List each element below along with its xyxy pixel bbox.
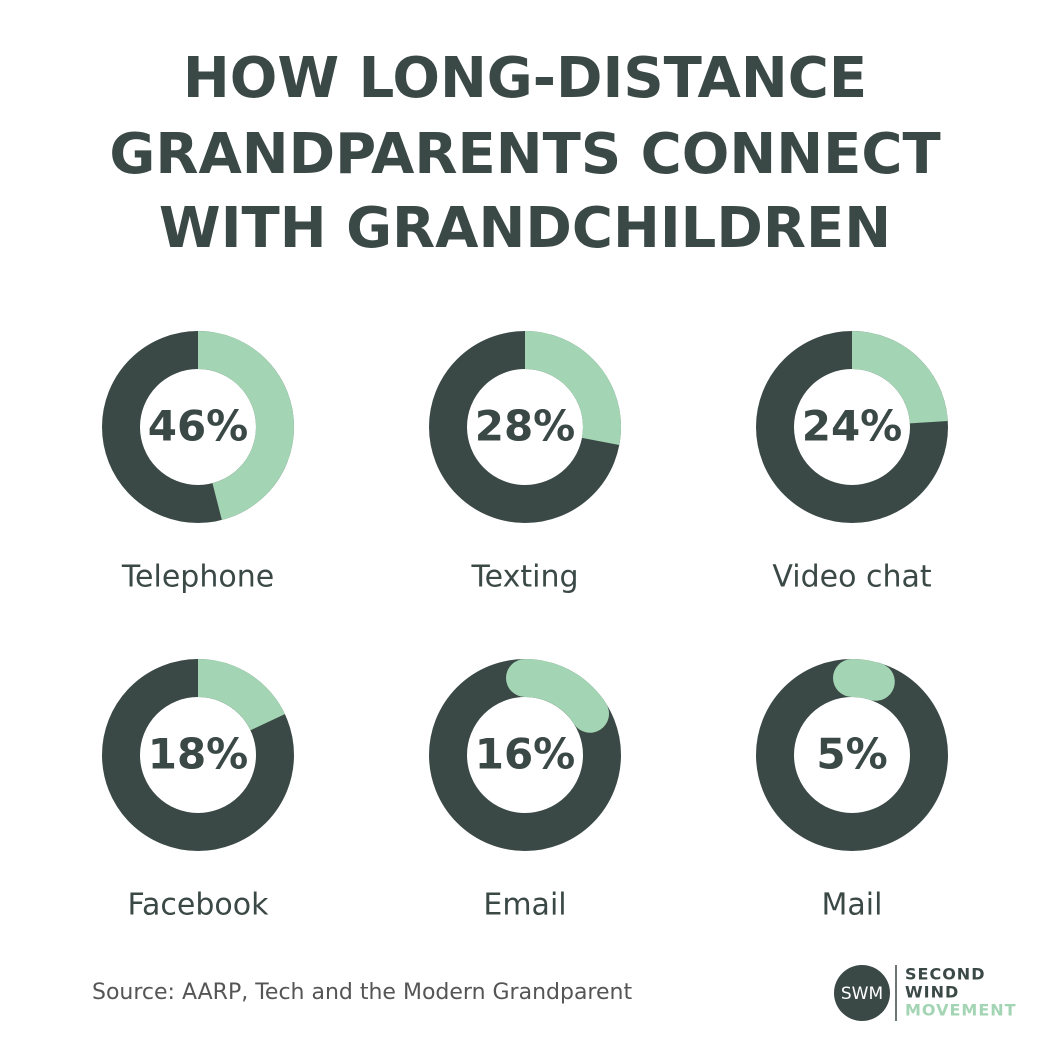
donut-segment xyxy=(833,659,895,701)
category-label: Video chat xyxy=(772,560,931,595)
value-label: 28% xyxy=(475,402,576,451)
logo-text: MOVEMENT xyxy=(905,1001,1017,1020)
value-label: 46% xyxy=(148,402,249,451)
value-label: 5% xyxy=(816,730,887,779)
category-label: Texting xyxy=(470,560,578,595)
value-label: 24% xyxy=(802,402,903,451)
source: Source: AARP, Tech and the Modern Grandp… xyxy=(92,980,632,1005)
category-label: Mail xyxy=(822,888,883,923)
title-line: WITH GRANDCHILDREN xyxy=(159,196,891,261)
title-line: GRANDPARENTS CONNECT xyxy=(109,122,940,187)
donut-segment xyxy=(851,331,948,425)
donut-segment xyxy=(197,659,285,732)
donut-segment xyxy=(524,331,621,445)
title-line: HOW LONG-DISTANCE xyxy=(183,46,867,111)
logo-initials: SWM xyxy=(841,984,883,1004)
donut-segment xyxy=(197,331,294,520)
donut-segment xyxy=(506,659,610,733)
category-label: Facebook xyxy=(128,888,270,923)
logo-text: WIND xyxy=(905,983,959,1002)
logo-text: SECOND xyxy=(905,965,985,984)
value-label: 16% xyxy=(475,730,576,779)
category-label: Telephone xyxy=(121,560,274,595)
category-label: Email xyxy=(483,888,566,923)
logo-badge xyxy=(834,965,890,1021)
value-label: 18% xyxy=(148,730,249,779)
